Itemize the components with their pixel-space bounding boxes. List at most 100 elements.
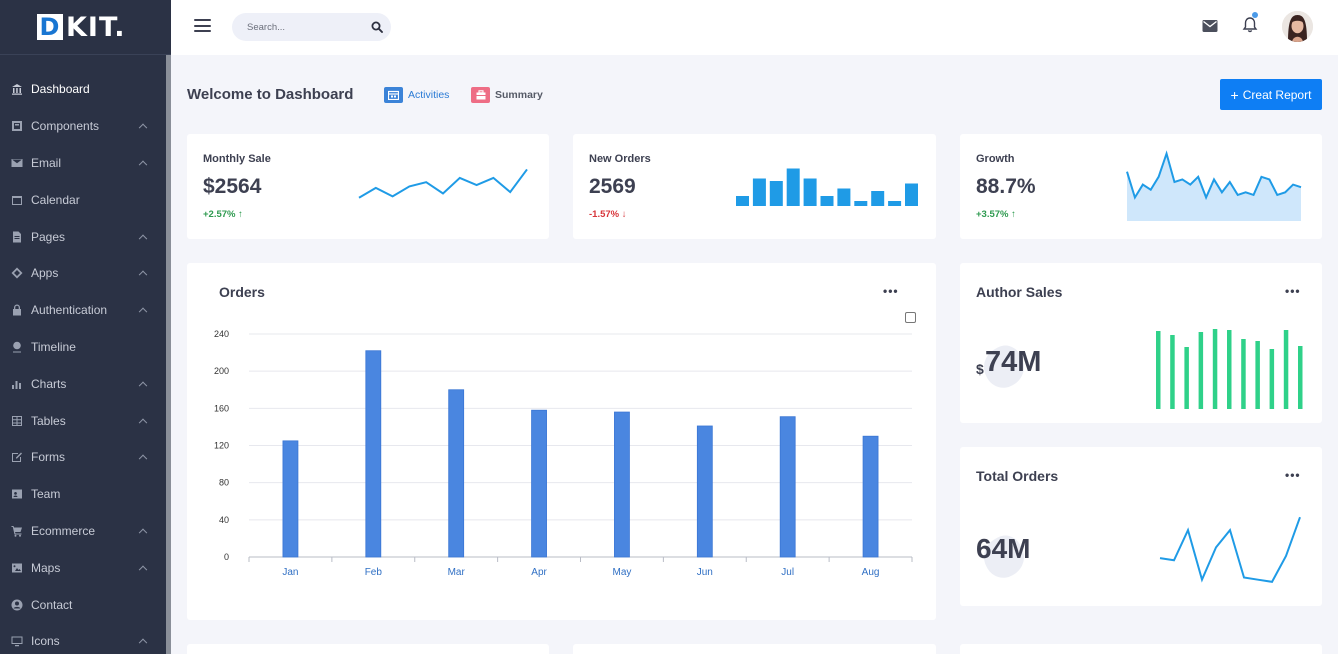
author-bar bbox=[1198, 332, 1204, 409]
page-icon bbox=[11, 231, 23, 243]
search-icon[interactable] bbox=[371, 21, 383, 33]
sidebar-item-ecommerce[interactable]: Ecommerce bbox=[0, 513, 166, 550]
sidebar-item-authentication[interactable]: Authentication bbox=[0, 292, 166, 329]
y-tick-label: 40 bbox=[219, 515, 229, 525]
sidebar-item-contact[interactable]: Contact bbox=[0, 586, 166, 623]
menu-toggle-icon[interactable] bbox=[194, 19, 211, 32]
chart-checkbox[interactable] bbox=[905, 312, 916, 323]
author-bar bbox=[1184, 347, 1189, 409]
chevron-up-icon bbox=[138, 565, 148, 574]
sidebar-item-email[interactable]: Email bbox=[0, 145, 166, 182]
sidebar-item-maps[interactable]: Maps bbox=[0, 549, 166, 586]
author-bar bbox=[1269, 349, 1275, 409]
more-options-icon[interactable]: ••• bbox=[1285, 468, 1301, 482]
sidebar-item-dashboard[interactable]: Dashboard bbox=[0, 71, 166, 108]
mail-icon bbox=[11, 157, 23, 169]
bell-icon[interactable] bbox=[1242, 16, 1258, 34]
component-icon bbox=[11, 120, 23, 132]
sparkline-path bbox=[1159, 516, 1301, 583]
spark-bar bbox=[769, 181, 783, 206]
stat-card-growth: Growth 88.7% +3.57% ↑ bbox=[960, 134, 1322, 239]
chevron-up-icon bbox=[138, 381, 148, 390]
sidebar-item-label: Components bbox=[31, 119, 100, 134]
stat-change: +3.57% ↑ bbox=[976, 209, 1016, 220]
create-report-label: Creat Report bbox=[1242, 87, 1312, 102]
sidebar-item-icons[interactable]: Icons bbox=[0, 623, 166, 654]
y-tick-label: 240 bbox=[214, 329, 229, 339]
id-card-icon bbox=[11, 488, 23, 500]
page-title: Welcome to Dashboard bbox=[187, 86, 354, 103]
sidebar-item-apps[interactable]: Apps bbox=[0, 255, 166, 292]
spark-bar bbox=[736, 196, 749, 206]
sidebar-item-team[interactable]: Team bbox=[0, 476, 166, 513]
y-tick-label: 80 bbox=[219, 478, 229, 488]
sidebar: D KIT. Dashboard Components Email Calendar P… bbox=[0, 0, 171, 654]
bar-may bbox=[614, 411, 630, 558]
spark-bar bbox=[905, 183, 918, 206]
sparkline-path bbox=[1126, 150, 1302, 201]
orders-bar-chart: 0 40 80 120 160 200 240 Jan Feb Mar Apr May Jun Jul Au… bbox=[214, 329, 913, 578]
sidebar-item-label: Contact bbox=[31, 597, 73, 612]
sidebar-item-label: Team bbox=[31, 487, 61, 502]
sidebar-item-label: Pages bbox=[31, 229, 66, 244]
map-icon bbox=[11, 562, 23, 574]
bottom-card bbox=[960, 644, 1322, 654]
more-options-icon[interactable]: ••• bbox=[883, 284, 899, 298]
spark-bar bbox=[820, 196, 834, 206]
create-report-button[interactable]: + Creat Report bbox=[1220, 79, 1322, 110]
bar-jun bbox=[696, 425, 713, 558]
sidebar-item-label: Timeline bbox=[31, 339, 76, 354]
sidebar-item-components[interactable]: Components bbox=[0, 108, 166, 145]
x-tick-label: Aug bbox=[862, 567, 880, 578]
tab-summary[interactable]: Summary bbox=[471, 87, 543, 103]
sidebar-scrollbar[interactable] bbox=[166, 55, 171, 654]
stat-change: +2.57% ↑ bbox=[203, 209, 243, 220]
lock-icon bbox=[11, 304, 23, 316]
author-bar bbox=[1212, 329, 1218, 409]
stat-value: 2569 bbox=[589, 175, 636, 198]
sidebar-item-tables[interactable]: Tables bbox=[0, 402, 166, 439]
author-sales-card: Author Sales ••• $ 74M bbox=[960, 263, 1322, 423]
author-bar bbox=[1156, 331, 1161, 409]
sidebar-item-label: Ecommerce bbox=[31, 523, 96, 538]
sidebar-item-timeline[interactable]: Timeline bbox=[0, 329, 166, 366]
sidebar-item-label: Email bbox=[31, 155, 62, 170]
brand-logo[interactable]: D KIT. bbox=[37, 12, 126, 43]
sidebar-item-pages[interactable]: Pages bbox=[0, 218, 166, 255]
stat-card-new-orders: New Orders 2569 -1.57% ↓ bbox=[573, 134, 936, 239]
avatar[interactable] bbox=[1282, 11, 1313, 42]
tab-activities-label: Activities bbox=[408, 89, 450, 101]
sidebar-item-calendar[interactable]: Calendar bbox=[0, 181, 166, 218]
logo-text: KIT. bbox=[66, 11, 126, 43]
stat-value: $2564 bbox=[203, 175, 262, 198]
calendar-icon bbox=[11, 194, 23, 206]
x-tick-label: Jul bbox=[781, 567, 794, 578]
total-orders-card: Total Orders ••• 64M bbox=[960, 447, 1322, 606]
author-bar bbox=[1298, 346, 1303, 409]
mail-icon[interactable] bbox=[1202, 19, 1218, 33]
arrow-up-icon: ↑ bbox=[1011, 209, 1016, 220]
sidebar-item-forms[interactable]: Forms bbox=[0, 439, 166, 476]
stat-value: 88.7% bbox=[976, 175, 1036, 198]
plus-icon: + bbox=[1230, 86, 1239, 103]
logo-mark: D bbox=[37, 13, 63, 41]
chevron-up-icon bbox=[138, 638, 148, 648]
sidebar-menu: Dashboard Components Email Calendar Pages App… bbox=[0, 71, 166, 654]
bar-chart-icon bbox=[11, 378, 23, 390]
logo-area: D KIT. bbox=[0, 0, 171, 55]
spark-bar bbox=[837, 188, 851, 206]
calendar-icon bbox=[384, 87, 403, 103]
chevron-up-icon bbox=[138, 528, 148, 537]
total-orders-sparkline bbox=[1159, 516, 1301, 583]
x-tick-label: May bbox=[612, 567, 631, 578]
search-input[interactable] bbox=[247, 19, 357, 35]
more-options-icon[interactable]: ••• bbox=[1285, 284, 1301, 298]
sidebar-item-charts[interactable]: Charts bbox=[0, 365, 166, 402]
x-tick-label: Feb bbox=[365, 567, 383, 578]
tab-activities[interactable]: Activities bbox=[384, 87, 449, 103]
top-header bbox=[171, 0, 1338, 55]
monthly-sale-sparkline bbox=[358, 168, 528, 199]
monitor-icon bbox=[11, 635, 23, 647]
author-sales-title: Author Sales bbox=[976, 284, 1063, 300]
stat-card-monthly-sale: Monthly Sale $2564 +2.57% ↑ bbox=[187, 134, 549, 239]
